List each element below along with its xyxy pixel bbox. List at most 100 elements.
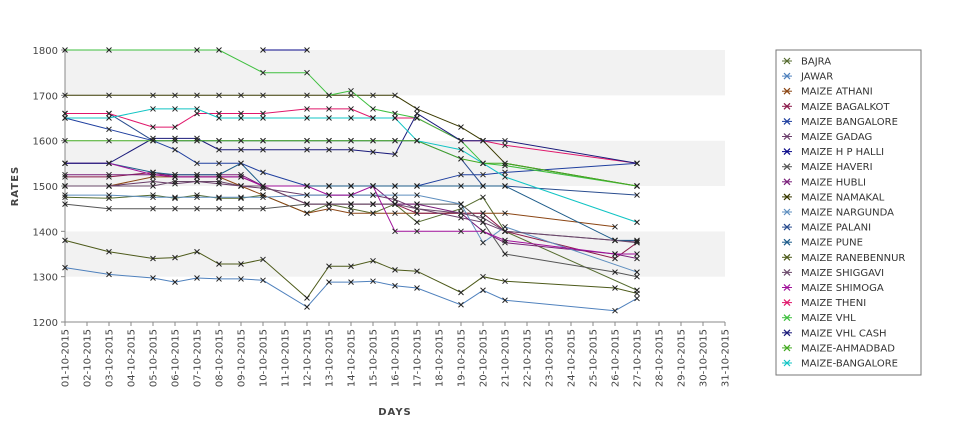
point-marker xyxy=(414,210,420,217)
point-marker xyxy=(392,115,398,121)
data-point xyxy=(480,228,486,235)
legend-label: MAIZE VHL CASH xyxy=(801,328,887,339)
data-point xyxy=(502,278,508,285)
point-marker xyxy=(194,137,200,144)
data-point xyxy=(172,174,178,180)
data-point xyxy=(216,110,222,117)
data-point xyxy=(62,192,68,198)
legend-marker xyxy=(783,268,791,276)
legend-item: MAIZE ATHANI xyxy=(782,87,873,98)
point-marker xyxy=(304,47,310,53)
legend-label: MAIZE PUNE xyxy=(801,238,863,249)
point-marker xyxy=(62,264,68,271)
legend-marker xyxy=(783,284,791,291)
legend-item: MAIZE SHIMOGA xyxy=(782,283,884,294)
point-marker xyxy=(348,192,354,198)
data-point xyxy=(458,146,464,153)
point-marker xyxy=(480,137,486,144)
point-marker xyxy=(194,205,200,212)
data-point xyxy=(634,269,640,275)
point-marker xyxy=(194,194,200,201)
point-marker xyxy=(634,295,640,302)
point-marker xyxy=(216,180,222,187)
legend-item: JAWAR xyxy=(782,72,833,83)
point-marker xyxy=(634,290,640,297)
data-point xyxy=(62,47,68,53)
point-marker xyxy=(238,194,244,201)
point-marker xyxy=(106,205,112,212)
point-marker xyxy=(326,92,332,99)
point-marker xyxy=(62,160,68,167)
data-point xyxy=(348,183,354,189)
point-marker xyxy=(106,192,112,198)
data-point xyxy=(216,276,222,282)
data-point xyxy=(458,205,464,212)
point-marker xyxy=(238,174,244,180)
legend-item: MAIZE PALANI xyxy=(782,223,871,234)
data-point xyxy=(414,268,420,275)
point-marker xyxy=(414,115,420,121)
point-marker xyxy=(216,92,222,99)
data-point xyxy=(260,185,266,192)
legend-label: MAIZE ATHANI xyxy=(801,87,873,98)
data-point xyxy=(194,160,200,167)
data-point xyxy=(370,106,376,112)
data-point xyxy=(106,248,112,255)
point-marker xyxy=(348,92,354,99)
x-tick-label: 26-10-2015 xyxy=(611,329,622,387)
point-marker xyxy=(502,137,508,144)
data-point xyxy=(480,183,486,189)
data-point xyxy=(480,214,486,221)
grid-band xyxy=(65,276,725,322)
data-point xyxy=(392,267,398,273)
legend-item: MAIZE GADAG xyxy=(782,132,872,143)
data-point xyxy=(260,69,266,76)
point-marker xyxy=(260,277,266,284)
data-point xyxy=(480,210,486,217)
data-point xyxy=(348,106,354,112)
data-point xyxy=(216,195,222,202)
point-marker xyxy=(480,214,486,221)
legend-label: MAIZE VHL xyxy=(801,313,856,324)
data-point xyxy=(392,282,398,289)
point-marker xyxy=(238,115,244,121)
point-marker xyxy=(458,228,464,235)
data-point xyxy=(172,146,178,153)
point-marker xyxy=(238,183,244,189)
point-marker xyxy=(62,192,68,198)
point-marker xyxy=(304,295,310,301)
point-marker xyxy=(458,124,464,130)
point-marker xyxy=(172,178,178,185)
x-tick-label: 12-10-2015 xyxy=(303,329,314,387)
data-point xyxy=(502,237,508,244)
data-point xyxy=(458,171,464,178)
data-point xyxy=(458,228,464,235)
data-point xyxy=(150,169,156,176)
data-point xyxy=(414,285,420,291)
data-point xyxy=(194,248,200,255)
data-point xyxy=(612,307,618,314)
data-point xyxy=(172,124,178,130)
data-point xyxy=(458,301,464,308)
point-marker xyxy=(392,92,398,99)
data-point xyxy=(634,251,640,257)
data-point xyxy=(326,115,332,121)
data-point xyxy=(150,106,156,112)
data-point xyxy=(238,276,244,282)
legend-marker xyxy=(783,359,791,367)
point-marker xyxy=(458,183,464,189)
x-tick-label: 20-10-2015 xyxy=(479,329,490,387)
data-point xyxy=(634,237,640,244)
legend-item: MAIZE-AHMADBAD xyxy=(782,343,895,354)
point-marker xyxy=(304,210,310,217)
legend-marker xyxy=(783,72,791,80)
x-tick-label: 19-10-2015 xyxy=(457,329,468,387)
data-point xyxy=(216,47,222,53)
data-point xyxy=(150,192,156,198)
data-point xyxy=(194,135,200,142)
data-point xyxy=(106,183,112,189)
legend-label: MAIZE GADAG xyxy=(801,132,872,143)
point-marker xyxy=(194,110,200,117)
y-tick-label: 1200 xyxy=(33,318,58,329)
legend-marker xyxy=(783,329,791,337)
